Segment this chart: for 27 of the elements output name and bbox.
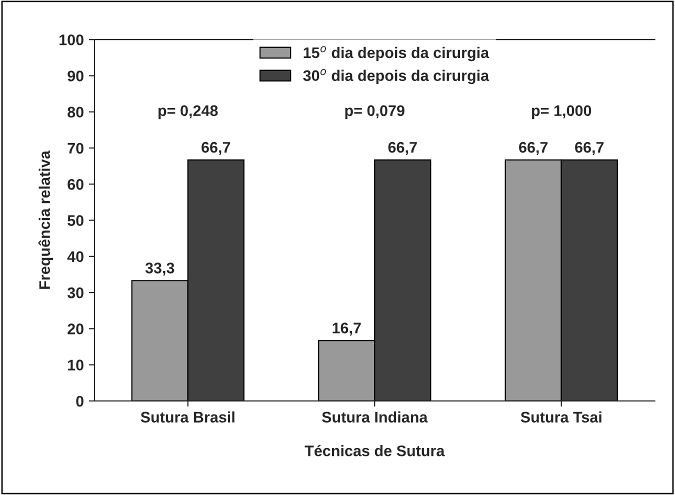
data-label: 66,7 xyxy=(575,142,604,155)
legend-label: 15$^{o}$ dia depois da cirurgia xyxy=(304,46,490,62)
x-tick-label: Sutura Brasil xyxy=(140,411,234,423)
annotation: p= 0,079 xyxy=(345,105,404,120)
y-tick-label: 90 xyxy=(68,70,84,82)
data-label: 33,3 xyxy=(145,262,174,276)
x-axis-title: Técnicas de Sutura xyxy=(304,444,445,456)
annotation: p= 1,000 xyxy=(532,105,592,120)
y-tick-label: 40 xyxy=(67,251,84,262)
y-tick-label: 60 xyxy=(68,179,84,190)
data-label: 66,7 xyxy=(388,142,417,155)
y-tick-label: 50 xyxy=(68,215,84,226)
data-label: 66,7 xyxy=(519,142,548,155)
y-tick-label: 70 xyxy=(68,142,84,154)
annotation: p= 0,248 xyxy=(158,105,218,120)
y-axis-title: Frequência relativa xyxy=(38,150,54,289)
y-tick-label: 0 xyxy=(76,396,84,407)
legend-label: 30$^{o}$ dia depois da cirurgia xyxy=(303,69,490,84)
x-tick-label: Sutura Tsai xyxy=(520,411,602,423)
y-tick-label: 10 xyxy=(68,360,84,370)
y-tick-label: 80 xyxy=(68,106,84,118)
y-tick-label: 30 xyxy=(67,287,84,298)
x-tick-label: Sutura Indiana xyxy=(322,411,428,423)
data-label: 16,7 xyxy=(332,322,361,336)
y-tick-label: 20 xyxy=(68,324,84,334)
y-tick-label: 100 xyxy=(60,34,84,46)
data-label: 66,7 xyxy=(202,142,230,155)
